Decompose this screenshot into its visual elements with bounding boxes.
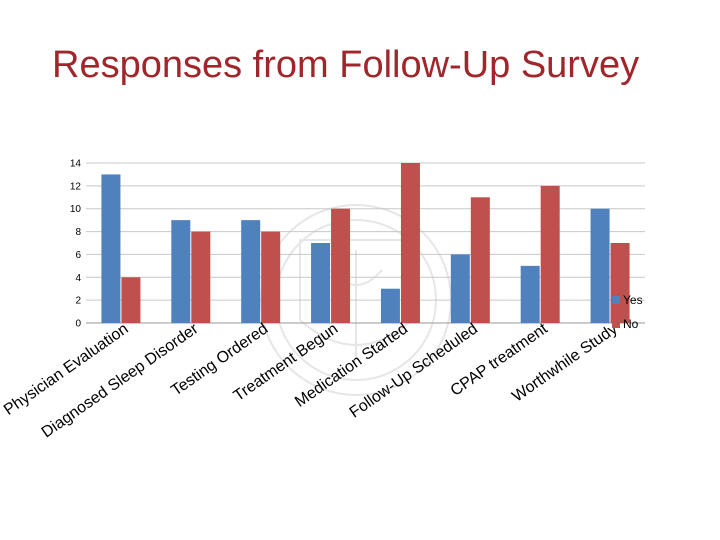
slide-title: Responses from Follow-Up Survey [52, 44, 640, 86]
bar-no-6 [540, 185, 560, 323]
y-tick-label: 8 [75, 227, 81, 238]
bar-no-4 [400, 163, 420, 323]
bar-yes-1 [171, 220, 191, 323]
bar-yes-3 [311, 243, 331, 323]
gridlines [86, 162, 645, 324]
bar-no-2 [261, 231, 281, 323]
bar-yes-0 [101, 174, 121, 323]
bar-yes-5 [450, 254, 470, 323]
bar-no-7 [610, 243, 630, 323]
legend-label-no: No [623, 317, 639, 331]
bar-yes-7 [590, 208, 610, 323]
legend-label-yes: Yes [623, 293, 643, 307]
bar-yes-4 [380, 288, 400, 323]
legend-swatch-no [612, 320, 620, 328]
bar-no-1 [191, 231, 211, 323]
y-axis-ticks: 0 2 4 6 8 10 12 14 [70, 159, 82, 330]
legend-swatch-yes [612, 296, 620, 304]
y-tick-label: 14 [70, 159, 82, 170]
y-tick-label: 4 [75, 273, 81, 284]
bar-yes-2 [241, 220, 261, 323]
x-category-label: Follow-Up Scheduled [347, 320, 481, 421]
bar-no-0 [121, 277, 141, 323]
bar-no-3 [331, 208, 351, 323]
y-tick-label: 0 [75, 319, 81, 330]
legend: Yes No [612, 293, 643, 331]
y-tick-label: 2 [75, 296, 81, 307]
bar-yes-6 [520, 265, 540, 323]
bars [101, 163, 630, 323]
bar-no-5 [470, 197, 490, 323]
y-tick-label: 6 [75, 250, 81, 261]
y-tick-label: 12 [70, 181, 82, 192]
x-category-label: Physician Evaluation [1, 320, 132, 419]
y-tick-label: 10 [70, 204, 82, 215]
